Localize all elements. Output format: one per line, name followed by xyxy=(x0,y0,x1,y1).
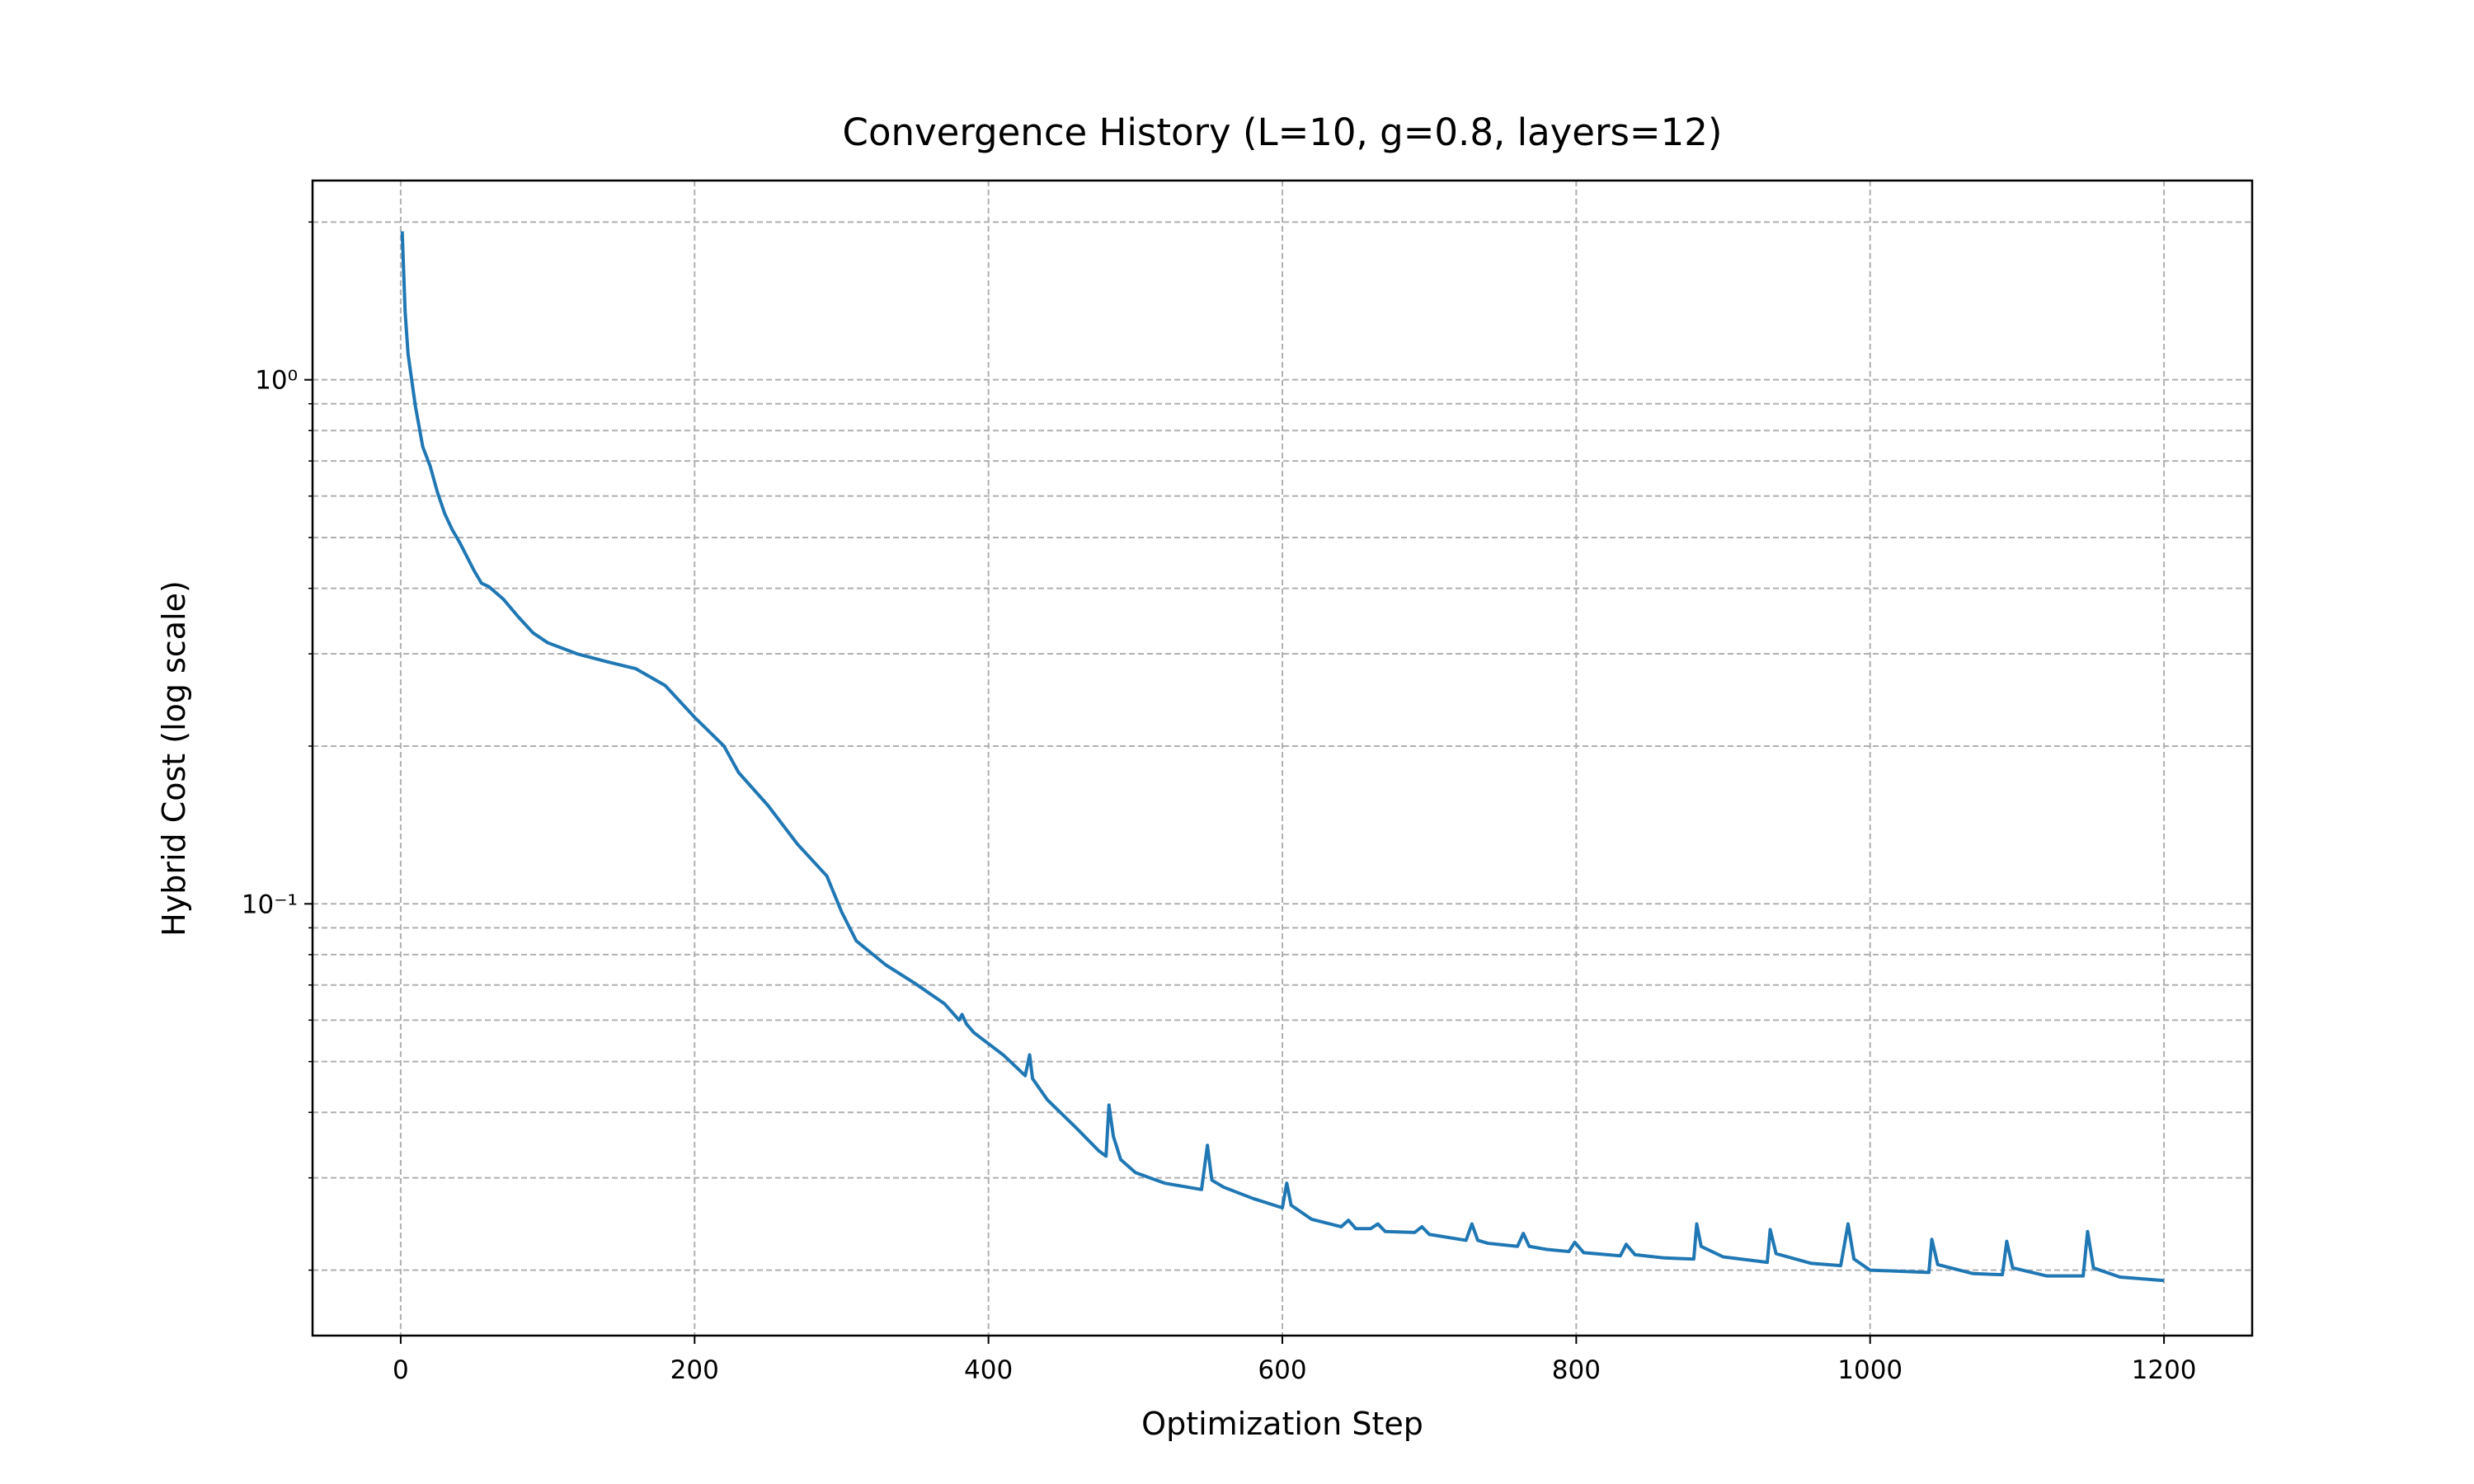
cost-line xyxy=(400,231,2165,1283)
y-axis-label: Hybrid Cost (log scale) xyxy=(156,580,192,937)
chart-title: Convergence History (L=10, g=0.8, layers… xyxy=(843,110,1723,154)
x-tick-label: 400 xyxy=(964,1355,1013,1385)
x-tick-label: 200 xyxy=(670,1355,719,1385)
axes-frame xyxy=(311,179,2254,1337)
x-tick-label: 1200 xyxy=(2132,1355,2197,1385)
y-tick-label: 10⁰ xyxy=(255,366,298,396)
x-tick-label: 1000 xyxy=(1837,1355,1903,1385)
x-tick-label: 600 xyxy=(1258,1355,1306,1385)
x-tick-label: 0 xyxy=(393,1355,409,1385)
y-tick-label: 10⁻¹ xyxy=(242,890,298,919)
x-tick-label: 800 xyxy=(1552,1355,1601,1385)
x-axis-label: Optimization Step xyxy=(1141,1406,1423,1442)
